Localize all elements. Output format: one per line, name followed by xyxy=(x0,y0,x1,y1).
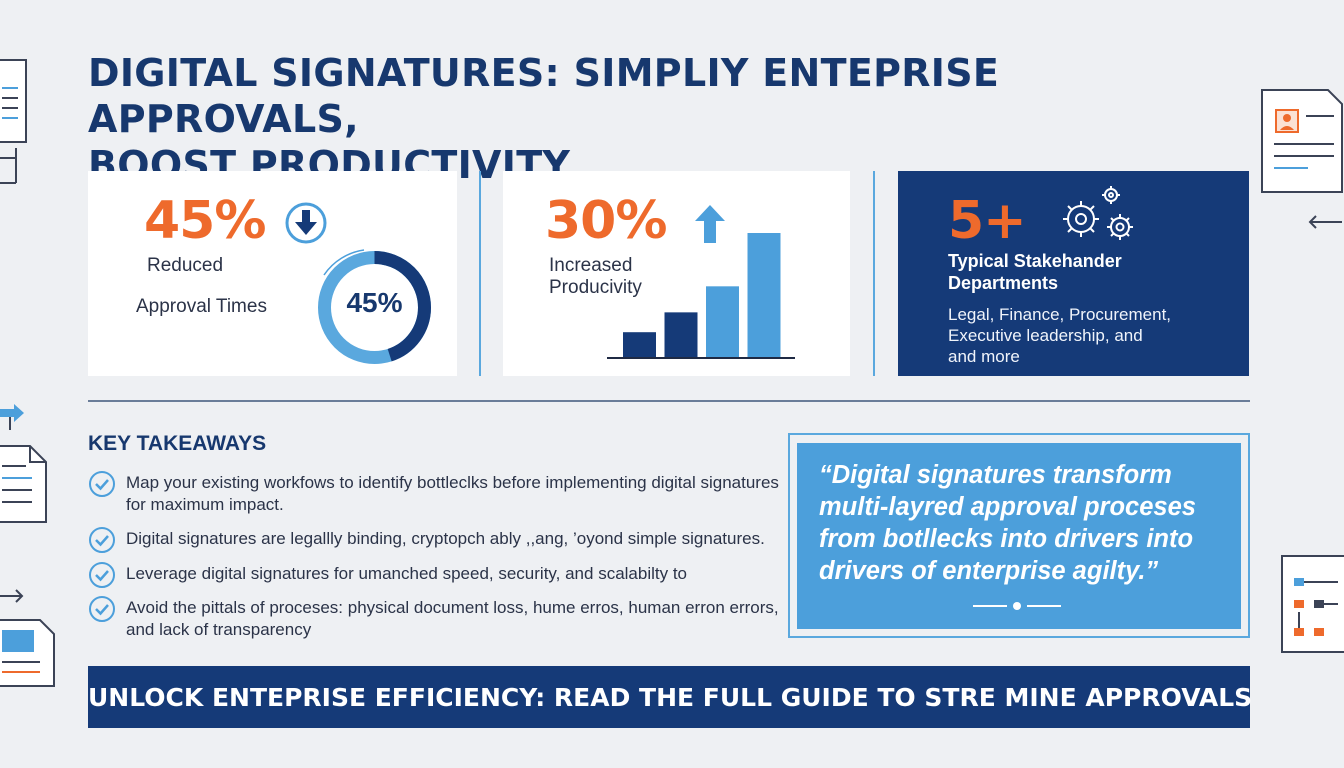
stat-label-line-2: Producivity xyxy=(549,277,642,298)
document-icon-mid-left xyxy=(0,445,47,523)
stat-label-line-2: Approval Times xyxy=(136,296,267,317)
stat-value: 5+ xyxy=(948,191,1027,251)
takeaway-text: Map your existing workfows to identify b… xyxy=(126,473,779,514)
quote-box: “Digital signatures transform multi-layr… xyxy=(797,443,1241,629)
stat-card-approval-times: 45% Reduced Approval Times 45% xyxy=(88,171,457,376)
arrow-left-icon-right xyxy=(1308,215,1342,229)
quote-ornament xyxy=(973,602,1061,610)
stat-heading-line-1: Typical Stakehander xyxy=(948,251,1122,271)
quote-text: “Digital signatures transform multi-layr… xyxy=(819,461,1196,585)
key-takeaways-heading: KEY TAKEAWAYS xyxy=(88,432,267,455)
document-icon-bottom-left xyxy=(0,589,55,687)
stat-value: 30% xyxy=(545,191,667,251)
checkmark-icon xyxy=(89,562,115,588)
stat-heading-line-2: Departments xyxy=(948,273,1059,293)
stat-value: 45% xyxy=(144,191,266,251)
stat-label-line-1: Increased xyxy=(549,255,633,276)
arrow-up-icon xyxy=(695,205,725,243)
cta-banner-text: UNLOCK ENTEPRISE EFFICIENCY: READ THE FU… xyxy=(88,683,1253,712)
arrow-down-circle-icon xyxy=(285,202,327,244)
bar-4 xyxy=(747,233,781,357)
stat-detail-line-2: Executive leadership, and xyxy=(948,326,1143,345)
profile-document-icon-right xyxy=(1261,89,1343,193)
takeaway-text: Avoid the pittals of proceses: physical … xyxy=(126,598,779,639)
bar-3 xyxy=(706,286,739,357)
bar-1 xyxy=(623,332,656,357)
checkmark-icon xyxy=(89,596,115,622)
stat-card-departments: 5+ Typical Stakehander Departments Legal… xyxy=(898,171,1249,376)
cta-banner[interactable]: UNLOCK ENTEPRISE EFFICIENCY: READ THE FU… xyxy=(88,666,1253,728)
takeaway-text: Digital signatures are legallly binding,… xyxy=(126,529,765,548)
bar-2 xyxy=(664,312,698,357)
stat-detail-line-3: and more xyxy=(948,347,1020,366)
arrow-right-icon-left xyxy=(0,404,24,430)
gears-icon xyxy=(1063,186,1133,240)
document-icon-top-left xyxy=(0,59,27,184)
checkmark-icon xyxy=(89,471,115,497)
progress-ring-label: 45% xyxy=(346,287,403,318)
checkmark-icon xyxy=(89,527,115,553)
progress-ring-arc xyxy=(318,251,431,364)
stat-detail-line-1: Legal, Finance, Procurement, xyxy=(948,305,1172,324)
bar-chart-graphic xyxy=(607,233,795,359)
takeaway-text: Leverage digital signatures for umanched… xyxy=(126,564,688,583)
progress-ring xyxy=(318,249,431,364)
stat-label-line-1: Reduced xyxy=(147,255,224,276)
stat-card-productivity: 30% Increased Producivity xyxy=(503,171,850,376)
section-divider xyxy=(88,400,1250,402)
divider xyxy=(873,171,875,376)
page-title: DIGITAL SIGNATURES: SIMPLIY ENTEPRISE AP… xyxy=(88,50,1258,188)
divider xyxy=(479,171,481,376)
flowchart-document-icon-right xyxy=(1281,555,1344,653)
title-line-1: DIGITAL SIGNATURES: SIMPLIY ENTEPRISE AP… xyxy=(88,51,1000,141)
